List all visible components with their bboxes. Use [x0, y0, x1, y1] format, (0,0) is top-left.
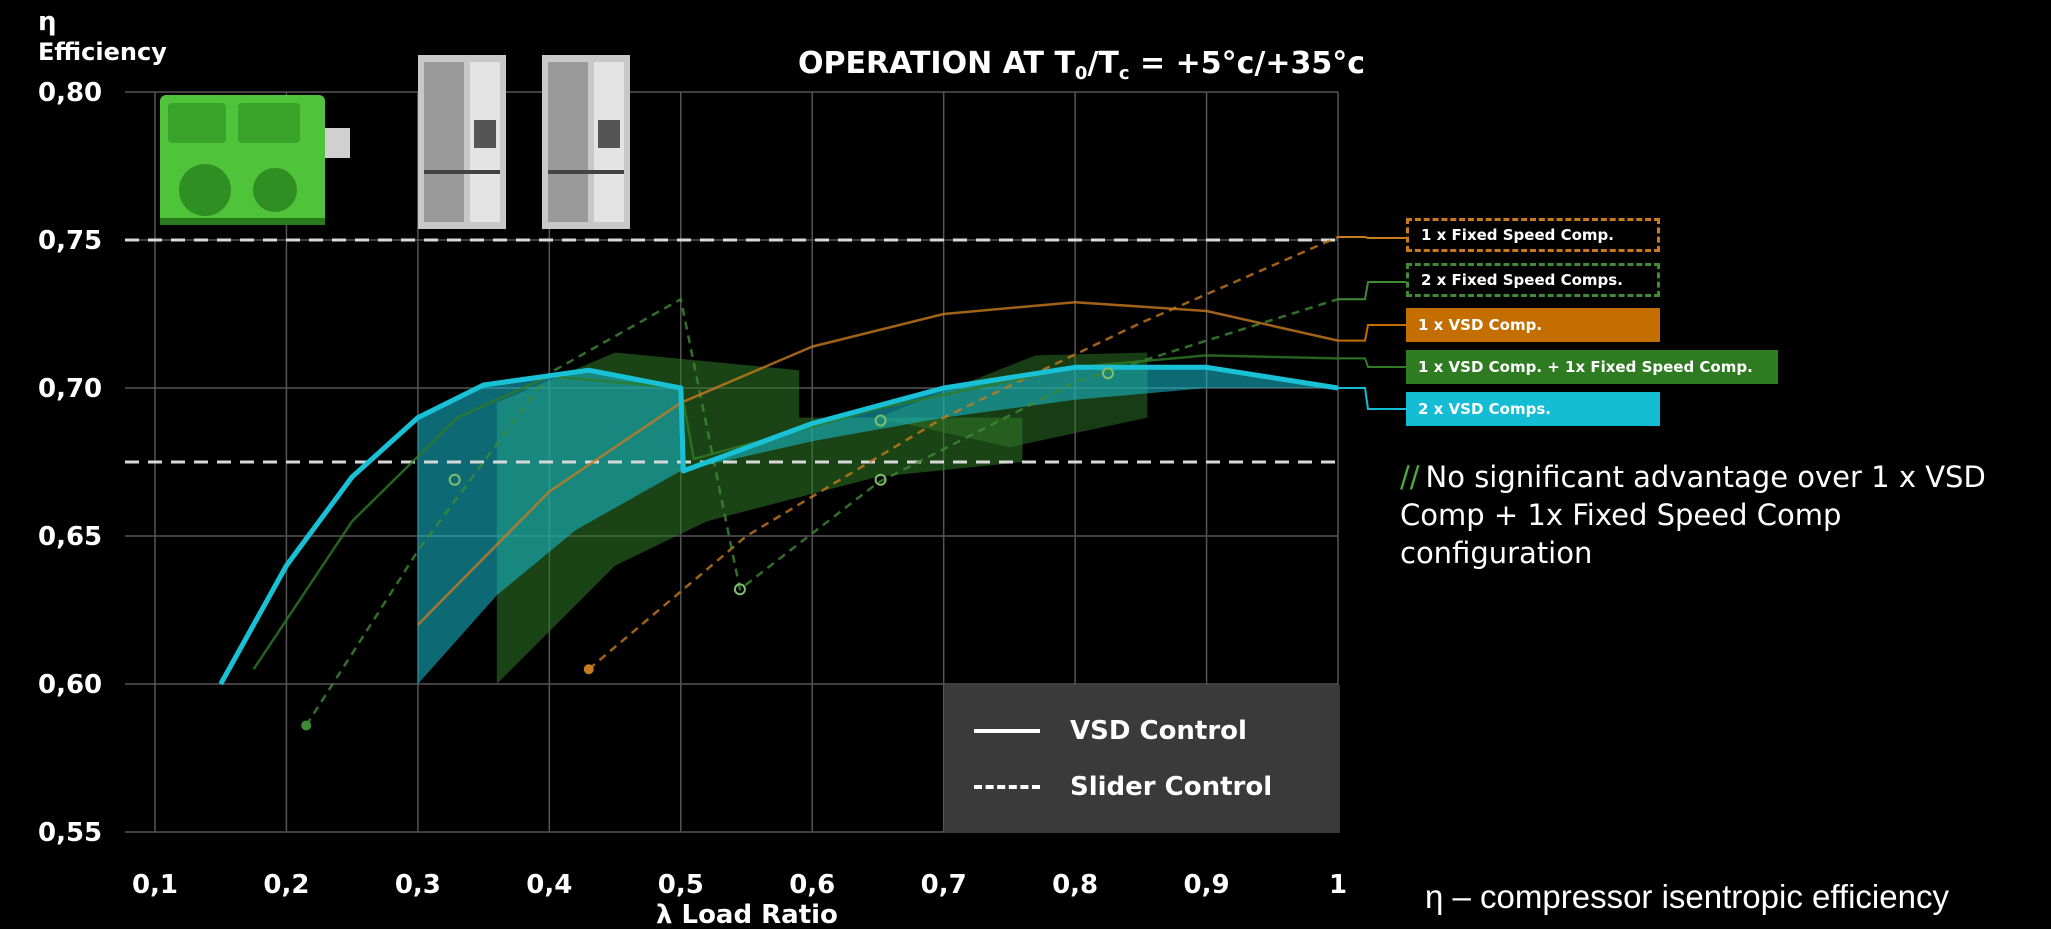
title-sub-c: c — [1118, 63, 1130, 84]
reference-lines — [125, 238, 1338, 464]
tag-1x-vsd: 1 x VSD Comp. — [1406, 308, 1660, 342]
x-tick-label-1: 0,2 — [263, 870, 309, 900]
data-marker-0 — [448, 473, 461, 486]
y-tick-label-5: 0,55 — [38, 818, 102, 848]
legend-connectors — [1338, 236, 1406, 410]
y-tick-label-1: 0,75 — [38, 226, 102, 256]
control-legend: VSD Control Slider Control — [944, 685, 1340, 833]
series-line-3 — [252, 354, 1339, 670]
vsd-drive-image-2 — [542, 55, 630, 229]
series-lines — [218, 235, 1339, 731]
x-tick-label-2: 0,3 — [395, 870, 441, 900]
connector-0 — [1338, 236, 1406, 239]
y-tick-label-2: 0,70 — [38, 374, 102, 404]
legend-row-slider: Slider Control — [974, 767, 1272, 807]
y-tick-label-4: 0,60 — [38, 670, 102, 700]
green-compressor-image — [160, 95, 350, 225]
tag-2x-vsd: 2 x VSD Comps. — [1406, 392, 1660, 426]
title-slash: /T — [1087, 46, 1119, 81]
data-marker-3 — [874, 473, 887, 486]
series-marker-0 — [583, 664, 594, 675]
x-tick-label-0: 0,1 — [132, 870, 178, 900]
x-axis-label: λ Load Ratio — [656, 900, 838, 930]
series-line-4 — [218, 364, 1339, 686]
series-marker-1 — [301, 720, 312, 731]
y-axis-symbol: η — [38, 7, 57, 37]
y-axis-label: Efficiency — [38, 38, 167, 66]
connector-4 — [1338, 387, 1406, 410]
data-marker-1 — [874, 414, 887, 427]
data-marker-4 — [733, 583, 746, 596]
series-line-1 — [305, 297, 1339, 727]
tag-2x-fixed: 2 x Fixed Speed Comps. — [1406, 263, 1660, 297]
note-prefix: // — [1400, 460, 1420, 494]
connector-3 — [1338, 357, 1406, 368]
title-tail: = +5°c/+35°c — [1129, 46, 1365, 81]
note-text: No significant advantage over 1 x VSD Co… — [1400, 460, 1986, 570]
axis-ticks: 0,1 0,2 0,3 0,4 0,5 0,6 0,7 0,8 0,9 1 0,80 0,75 0,70… — [38, 78, 1347, 900]
connector-2 — [1338, 324, 1406, 342]
x-tick-label-4: 0,5 — [658, 870, 704, 900]
x-tick-label-7: 0,8 — [1052, 870, 1098, 900]
title-sub-0: 0 — [1074, 63, 1088, 84]
x-tick-label-9: 1 — [1329, 870, 1347, 900]
chart-title: OPERATION AT T0/Tc = +5°c/+35°c — [798, 46, 1365, 84]
x-tick-label-8: 0,9 — [1184, 870, 1230, 900]
tag-vsd-plus-fixed: 1 x VSD Comp. + 1x Fixed Speed Comp. — [1406, 350, 1778, 384]
tag-1x-fixed: 1 x Fixed Speed Comp. — [1406, 218, 1660, 252]
series-line-2 — [417, 300, 1339, 626]
footer-definition: η – compressor isentropic efficiency — [1425, 878, 1949, 915]
legend-slider-label: Slider Control — [1070, 772, 1273, 802]
y-tick-label-0: 0,80 — [38, 78, 102, 108]
efficiency-bands — [417, 352, 1338, 684]
series-line-0 — [587, 235, 1339, 671]
x-tick-label-5: 0,6 — [789, 870, 835, 900]
band-cyan — [417, 367, 1338, 684]
legend-row-vsd: VSD Control — [974, 711, 1247, 751]
data-marker-2 — [1101, 367, 1114, 380]
title-main: OPERATION AT T — [798, 46, 1075, 81]
solid-line-swatch — [974, 729, 1040, 733]
connector-1 — [1338, 281, 1406, 301]
vsd-drive-image-1 — [418, 55, 506, 229]
legend-vsd-label: VSD Control — [1070, 716, 1247, 746]
y-tick-label-3: 0,65 — [38, 522, 102, 552]
x-tick-label-3: 0,4 — [526, 870, 572, 900]
conclusion-note: //No significant advantage over 1 x VSD … — [1400, 458, 2020, 572]
x-tick-label-6: 0,7 — [921, 870, 967, 900]
dashed-line-swatch — [974, 785, 1040, 789]
